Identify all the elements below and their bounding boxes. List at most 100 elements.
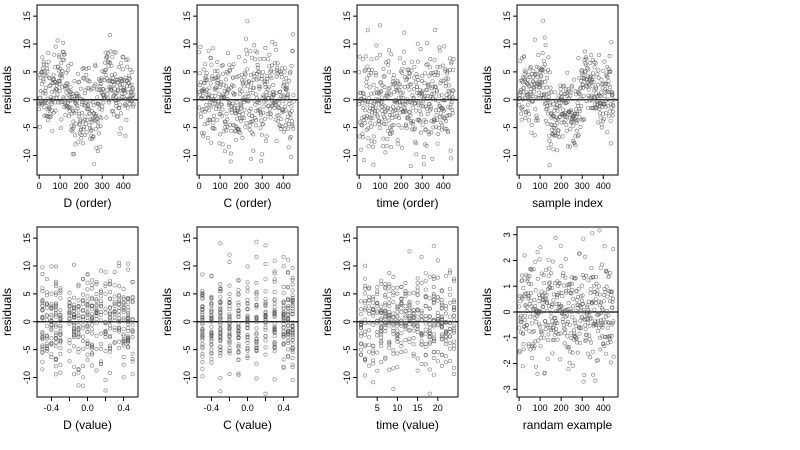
data-point	[391, 326, 396, 331]
data-point	[93, 112, 98, 117]
data-point	[67, 303, 72, 308]
data-point	[520, 278, 525, 283]
data-point	[225, 91, 230, 96]
data-point	[112, 86, 117, 91]
x-tick-label: 400	[116, 181, 131, 191]
data-point	[517, 325, 522, 330]
data-point	[41, 77, 46, 82]
data-point	[95, 95, 100, 100]
data-point	[435, 323, 440, 328]
data-point	[520, 107, 525, 112]
data-point	[379, 89, 384, 94]
data-point	[263, 312, 268, 317]
data-point	[44, 344, 49, 349]
data-point	[45, 66, 50, 71]
data-point	[72, 302, 77, 307]
data-point	[600, 101, 605, 106]
data-point	[594, 87, 599, 92]
data-point	[236, 308, 241, 313]
data-point	[524, 109, 529, 114]
data-point	[399, 302, 404, 307]
data-point	[251, 77, 256, 82]
data-point	[360, 101, 365, 106]
data-point	[530, 356, 535, 361]
data-point	[610, 296, 615, 301]
data-point	[579, 283, 584, 288]
data-point	[117, 131, 122, 136]
data-point	[383, 286, 388, 291]
data-point	[286, 329, 291, 334]
data-point	[443, 273, 448, 278]
data-point	[387, 86, 392, 91]
data-point	[99, 116, 104, 121]
data-point	[431, 318, 436, 323]
data-point	[200, 304, 205, 309]
data-point	[263, 327, 268, 332]
data-point	[203, 62, 208, 67]
data-point	[561, 312, 566, 317]
data-point	[427, 318, 432, 323]
data-point	[431, 349, 436, 354]
data-point	[290, 298, 295, 303]
data-point	[227, 259, 232, 264]
data-point	[99, 288, 104, 293]
data-point	[100, 104, 105, 109]
data-point	[374, 87, 379, 92]
data-point	[279, 117, 284, 122]
data-point	[437, 48, 442, 53]
data-point	[536, 338, 541, 343]
data-point	[518, 315, 523, 320]
data-point	[240, 116, 245, 121]
data-point	[40, 343, 45, 348]
data-point	[264, 79, 269, 84]
data-point	[610, 113, 615, 118]
data-point	[411, 308, 416, 313]
data-point	[448, 102, 453, 107]
data-point	[401, 49, 406, 54]
data-point	[423, 71, 428, 76]
data-point	[44, 333, 49, 338]
data-point	[290, 277, 295, 282]
data-point	[245, 19, 250, 24]
data-point	[258, 112, 263, 117]
data-point	[130, 323, 135, 328]
data-point	[290, 265, 295, 270]
data-point	[272, 346, 277, 351]
data-point	[49, 302, 54, 307]
data-point	[254, 320, 259, 325]
data-point	[545, 121, 550, 126]
data-point	[567, 144, 572, 149]
data-point	[423, 303, 428, 308]
data-point	[594, 322, 599, 327]
data-point	[265, 86, 270, 91]
data-point	[218, 376, 223, 381]
data-point	[62, 52, 67, 57]
data-point	[208, 55, 213, 60]
data-point	[601, 299, 606, 304]
data-point	[242, 107, 247, 112]
data-point	[563, 288, 568, 293]
data-point	[442, 98, 447, 103]
data-point	[527, 281, 532, 286]
data-point	[371, 313, 376, 318]
data-point	[279, 66, 284, 71]
data-point	[429, 106, 434, 111]
data-point	[366, 96, 371, 101]
data-point	[286, 298, 291, 303]
data-point	[254, 254, 259, 259]
data-point	[367, 304, 372, 309]
data-point	[558, 331, 563, 336]
data-point	[104, 115, 109, 120]
data-point	[84, 130, 89, 135]
data-point	[202, 122, 207, 127]
data-point	[605, 294, 610, 299]
data-point	[423, 321, 428, 326]
data-point	[387, 345, 392, 350]
data-point	[427, 65, 432, 70]
data-point	[113, 50, 118, 55]
data-point	[40, 367, 45, 372]
data-point	[558, 357, 563, 362]
data-point	[108, 305, 113, 310]
data-point	[290, 327, 295, 332]
